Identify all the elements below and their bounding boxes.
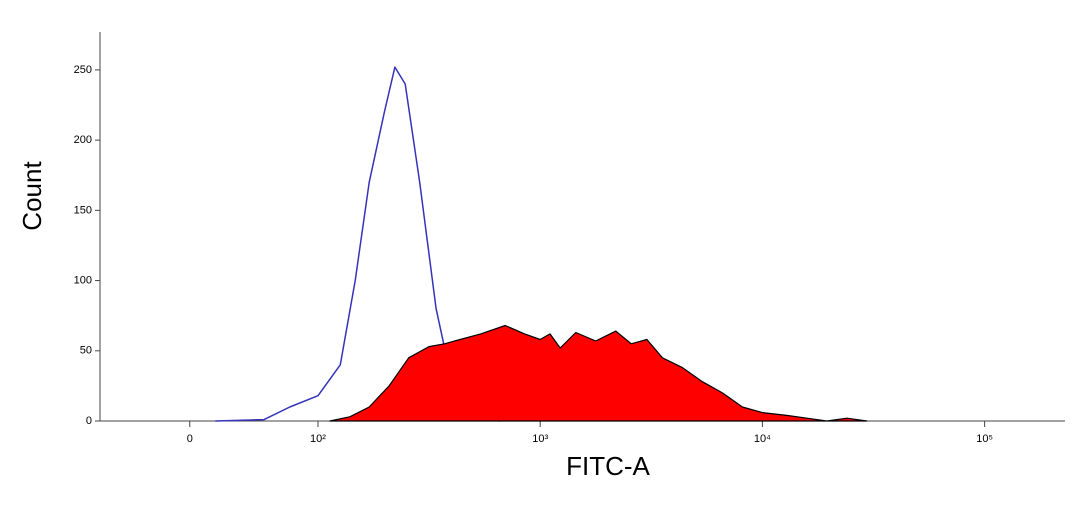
- y-tick-label: 200: [74, 134, 92, 146]
- x-tick-label: 10³: [532, 433, 548, 445]
- x-tick-label: 10⁵: [976, 433, 993, 445]
- y-tick-label: 100: [74, 274, 92, 286]
- y-tick-label: 0: [86, 415, 92, 427]
- x-axis-title: FITC-A: [566, 451, 650, 481]
- y-tick-label: 250: [74, 64, 92, 76]
- y-tick-label: 50: [80, 345, 92, 357]
- x-tick-label: 10²: [310, 433, 326, 445]
- histogram-area: [329, 324, 868, 422]
- y-axis-title: Count: [17, 161, 47, 231]
- x-tick-label: 10⁴: [754, 433, 771, 445]
- x-tick-label: 0: [187, 433, 193, 445]
- y-tick-label: 150: [74, 204, 92, 216]
